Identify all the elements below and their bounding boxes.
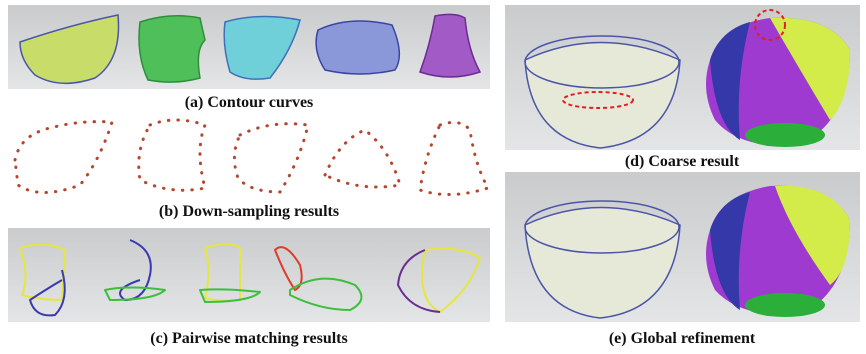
fragment: [139, 16, 205, 82]
sampled-points: [325, 130, 400, 187]
sampled-points: [234, 124, 308, 192]
panel-e: (e) Global refinement: [505, 172, 860, 347]
caption: (a) Contour curves: [185, 94, 314, 111]
sampled-points: [15, 122, 112, 193]
sampled-points: [420, 122, 488, 194]
fragment: [745, 123, 825, 147]
fragment: [745, 293, 825, 317]
panel-background: [8, 228, 490, 322]
fragment: [316, 21, 399, 74]
panel-c: (c) Pairwise matching results: [8, 228, 490, 347]
caption: (b) Down-sampling results: [159, 203, 339, 220]
caption: (d) Coarse result: [625, 153, 740, 170]
caption: (e) Global refinement: [609, 330, 756, 347]
panel-b: (b) Down-sampling results: [15, 120, 488, 220]
figure: (a) Contour curves (b) Down-sampling res…: [0, 0, 866, 354]
panel-a: (a) Contour curves: [8, 5, 490, 111]
panel-d: (d) Coarse result: [505, 5, 860, 170]
caption: (c) Pairwise matching results: [150, 330, 347, 347]
sampled-points: [139, 120, 205, 190]
